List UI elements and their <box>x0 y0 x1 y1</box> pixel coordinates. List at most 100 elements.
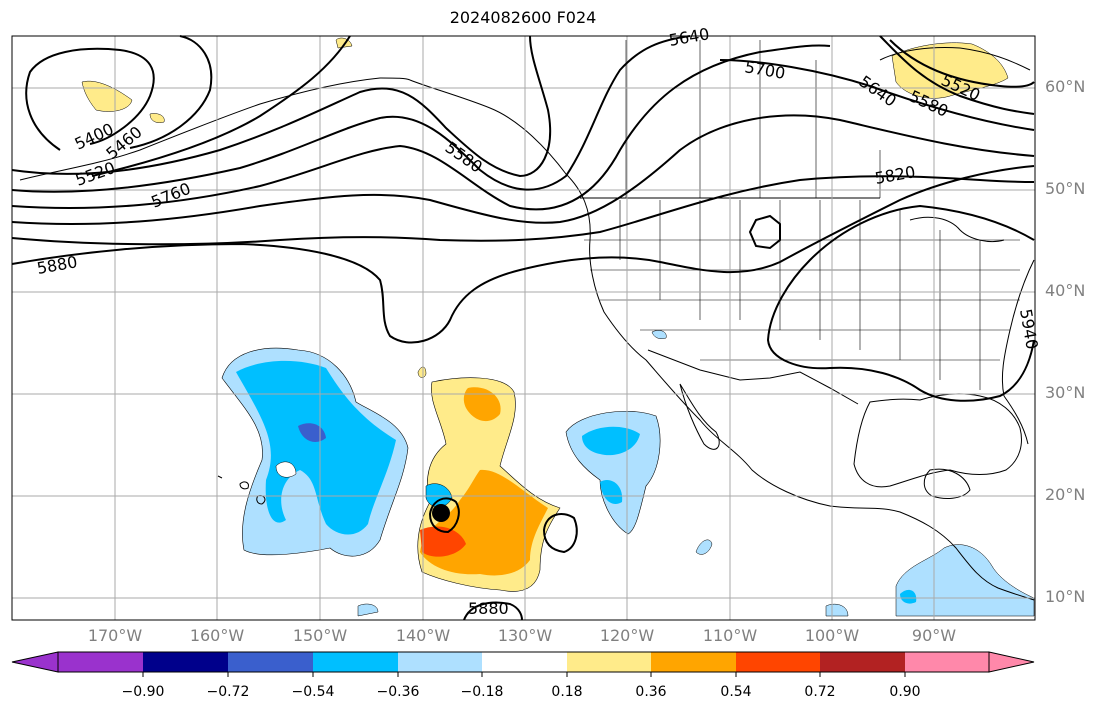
florida <box>1003 395 1029 445</box>
lon-label-130: 130°W <box>497 626 553 645</box>
lon-label-120: 120°W <box>599 626 655 645</box>
lat-label-60: 60°N <box>1045 77 1086 96</box>
state-lines-west <box>619 200 981 390</box>
positive-anomaly-small-1 <box>417 366 427 378</box>
colorbar-seg-1 <box>58 652 143 672</box>
positive-anomaly-central-strong <box>420 526 466 557</box>
lon-label-100: 100°W <box>804 626 860 645</box>
contour-label-5520: 5520 <box>73 158 118 190</box>
negative-anomaly-small-2 <box>357 603 379 617</box>
positive-anomaly-hudson <box>891 42 1009 99</box>
colorbar-label-054: 0.54 <box>720 684 752 700</box>
closed-high-2 <box>542 513 578 554</box>
great-lakes <box>909 216 1005 243</box>
contour-label-5940: 5940 <box>1016 307 1042 350</box>
contour-5580-west <box>11 35 552 178</box>
contour-5580-east <box>889 39 1035 88</box>
positive-anomaly-alaska <box>81 80 133 112</box>
contour-5760 <box>11 114 1035 225</box>
lon-label-90: 90°W <box>911 626 957 645</box>
negative-anomaly-central-america <box>895 544 1035 617</box>
colorbar-seg-9 <box>736 652 820 672</box>
contour-label-5700: 5700 <box>743 57 786 83</box>
baja-california <box>679 383 720 450</box>
graticule <box>12 36 1035 620</box>
colorbar-seg-2 <box>143 652 228 672</box>
lon-label-110: 110°W <box>702 626 758 645</box>
lon-label-140: 140°W <box>395 626 451 645</box>
lon-label-160: 160°W <box>189 626 245 645</box>
contour-5640-west <box>11 35 691 193</box>
negative-anomaly-west-hole <box>275 461 297 478</box>
colorbar-label-neg036: −0.36 <box>376 684 420 700</box>
lon-label-150: 150°W <box>292 626 348 645</box>
north-america-west-coast <box>409 79 1035 601</box>
colorbar-label-neg018: −0.18 <box>460 684 504 700</box>
lat-label-50: 50°N <box>1045 179 1086 198</box>
colorbar-label-neg072: −0.72 <box>206 684 250 700</box>
colorbar-seg-5 <box>398 652 482 672</box>
gulf-of-mexico-coast <box>853 393 1022 488</box>
colorbar-extend-left <box>11 651 59 673</box>
colorbar <box>11 651 1035 677</box>
height-contours <box>11 35 1035 621</box>
contour-5400 <box>25 47 155 151</box>
map-title: 2024082600 F024 <box>449 8 597 27</box>
hudson-bay <box>879 47 1031 71</box>
us-mexico-border <box>647 349 859 405</box>
province-lines <box>625 40 881 198</box>
contour-5880-south <box>463 601 523 621</box>
lat-label-10: 10°N <box>1045 587 1086 606</box>
negative-anomaly-west-strong <box>298 423 326 442</box>
closed-low-tc <box>428 497 460 534</box>
colorbar-label-072: 0.72 <box>804 684 836 700</box>
contour-5640-east <box>879 35 1035 115</box>
colorbar-seg-10 <box>820 652 905 672</box>
negative-anomaly-central-america-core <box>900 589 917 604</box>
negative-anomaly-east-core2 <box>600 480 623 504</box>
contour-5880 <box>11 165 1035 344</box>
colorbar-frame <box>57 651 990 673</box>
positive-anomaly-alaska-2 <box>149 113 165 123</box>
alaska-coast <box>19 77 411 181</box>
closed-high-1 <box>748 214 781 250</box>
colorbar-label-neg090: −0.90 <box>121 684 165 700</box>
contour-5700 <box>11 44 831 211</box>
colorbar-seg-3 <box>228 652 313 672</box>
contour-label-5640-east: 5640 <box>856 72 900 111</box>
colorbar-seg-6 <box>482 652 567 672</box>
negative-anomaly-small-4 <box>651 330 667 339</box>
contour-5940 <box>766 204 1035 402</box>
negative-anomaly-east-core <box>582 426 640 456</box>
lat-label-30: 30°N <box>1045 383 1086 402</box>
colorbar-label-018: 0.18 <box>551 684 583 700</box>
tropical-cyclone-marker <box>432 504 450 522</box>
colorbar-label-090: 0.90 <box>889 684 921 700</box>
contour-label-5880-west: 5880 <box>35 252 78 278</box>
colorbar-seg-7 <box>567 652 651 672</box>
colorbar-ticks <box>142 672 906 677</box>
contour-label-5880-south: 5880 <box>468 599 509 618</box>
colorbar-label-036: 0.36 <box>635 684 667 700</box>
coastlines <box>19 47 1035 601</box>
anomaly-shading <box>81 37 1035 617</box>
negative-anomaly-small-3 <box>825 603 849 617</box>
negative-anomaly-central <box>425 483 453 508</box>
colorbar-seg-11 <box>905 652 989 672</box>
positive-anomaly-central-core <box>463 387 501 422</box>
negative-anomaly-west-core <box>236 360 396 535</box>
negative-anomaly-small-1 <box>695 539 713 555</box>
colorbar-label-neg054: −0.54 <box>291 684 335 700</box>
colorbar-extend-right <box>988 651 1035 673</box>
contour-5460 <box>129 35 213 149</box>
colorbar-seg-4 <box>313 652 398 672</box>
contour-5520-west <box>91 35 351 177</box>
lat-label-20: 20°N <box>1045 485 1086 504</box>
colorbar-seg-8 <box>651 652 736 672</box>
state-lines-horizontal <box>584 239 1020 361</box>
contour-5700-east <box>719 59 1035 131</box>
state-boundaries <box>584 40 1020 390</box>
lat-label-40: 40°N <box>1045 281 1086 300</box>
map-frame <box>11 35 1036 621</box>
